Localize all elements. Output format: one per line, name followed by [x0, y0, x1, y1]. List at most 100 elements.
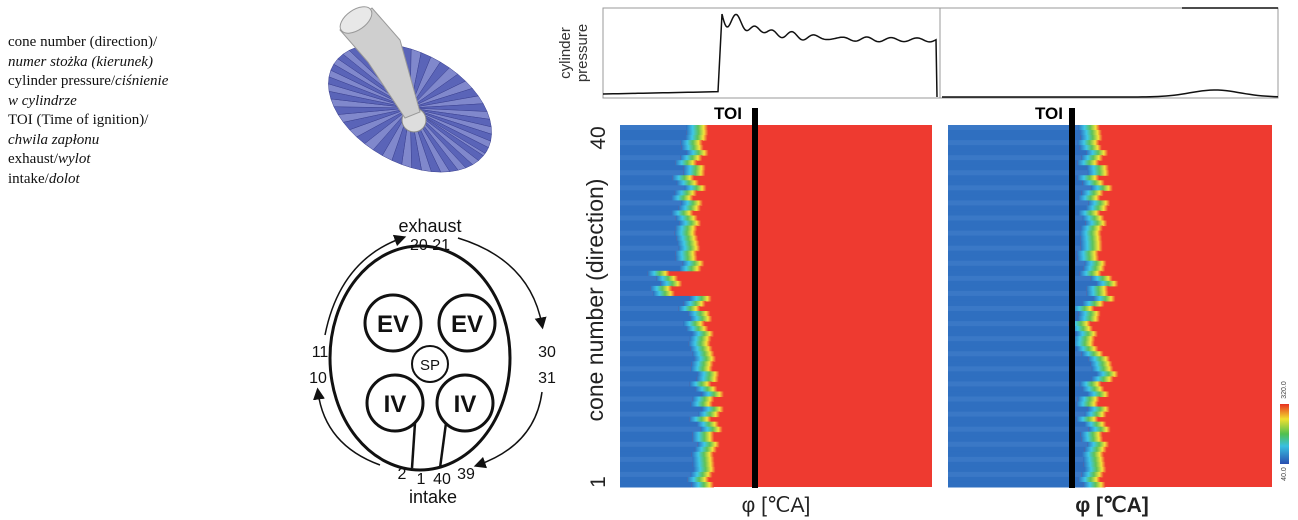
heatmap-row — [620, 301, 684, 307]
colorbar-label: 320.0 — [1281, 381, 1288, 399]
heatmap-edge — [1084, 467, 1106, 473]
heatmap-row — [620, 226, 675, 232]
heatmap-edge — [1083, 180, 1105, 186]
heatmap-row — [620, 251, 675, 257]
heatmap-row — [620, 195, 671, 201]
heatmap-row — [948, 200, 1088, 206]
heatmap-edge — [682, 261, 704, 267]
heatmap-row — [620, 371, 697, 377]
heatmap-edge — [1087, 391, 1109, 397]
heatmap-row — [620, 216, 676, 222]
heatmap-edge — [1073, 336, 1095, 342]
heatmap-row — [948, 386, 1082, 392]
toi-label: TOI — [714, 104, 742, 123]
valve-label: EV — [451, 311, 483, 338]
heatmap-row — [620, 361, 692, 367]
heatmap-row — [620, 271, 648, 277]
heatmap-row — [620, 467, 693, 473]
heatmap-edge — [1085, 221, 1107, 227]
heatmap-row — [948, 226, 1081, 232]
heatmap-row — [948, 432, 1081, 438]
heatmap-row — [948, 482, 1083, 488]
toi-label: TOI — [1035, 104, 1063, 123]
pressure-plot: cylinder pressure — [557, 8, 1278, 98]
heatmap-edge — [692, 482, 714, 488]
heatmap-edge — [1087, 442, 1109, 448]
heatmap-edge — [1081, 246, 1103, 252]
heatmap-row — [620, 165, 684, 171]
heatmap-edge — [1079, 311, 1101, 317]
heatmap — [948, 125, 1272, 488]
heatmap-row — [948, 175, 1077, 181]
heatmap-row — [620, 175, 672, 181]
heatmap-row — [620, 447, 695, 453]
heatmap-edge — [1078, 397, 1100, 403]
heatmap-edge — [702, 407, 724, 413]
heatmap-row — [620, 437, 692, 443]
heatmap-edge — [1076, 331, 1098, 337]
heatmap-row — [620, 261, 682, 267]
heatmap-edge — [1080, 381, 1102, 387]
heatmap-row — [948, 316, 1078, 322]
heatmap-row — [620, 432, 692, 438]
heatmap-row — [620, 346, 691, 352]
heatmap-edge — [676, 236, 698, 242]
axis-label: cone number (direction) — [582, 179, 608, 422]
heatmap-row — [620, 210, 672, 216]
heatmap-edge — [1084, 422, 1106, 428]
heatmap-row — [948, 341, 1073, 347]
toi-line — [752, 108, 758, 488]
heatmap-row — [620, 306, 678, 312]
heatmap-edge — [672, 175, 694, 181]
heatmap-edge — [689, 341, 711, 347]
heatmap-edge — [676, 256, 698, 262]
heatmap-row — [620, 442, 698, 448]
heatmap-row — [620, 150, 687, 156]
heatmap-edge — [679, 205, 701, 211]
heatmap-edge — [1082, 452, 1104, 458]
heatmap-row — [948, 427, 1089, 433]
heatmap-row — [948, 160, 1077, 166]
heatmap-row — [948, 467, 1084, 473]
heatmap-edge — [692, 437, 714, 443]
heatmap-row — [948, 135, 1081, 141]
heatmap-row — [620, 472, 691, 478]
tick-label: 40 — [587, 126, 610, 149]
heatmap-edge — [1081, 226, 1103, 232]
axis-label: φ [℃A] — [1075, 494, 1149, 517]
heatmap-edge — [1079, 231, 1101, 237]
heatmap-row — [948, 381, 1080, 387]
heatmap-row — [948, 180, 1083, 186]
axis-label: pressure — [574, 24, 591, 82]
heatmap-row — [620, 452, 692, 458]
heatmap-edge — [1078, 125, 1100, 131]
label: exhaust — [398, 216, 461, 236]
heatmap-row — [948, 150, 1086, 156]
heatmap-row — [620, 482, 692, 488]
heatmap-row — [620, 256, 676, 262]
heatmap-row — [948, 205, 1086, 211]
heatmap-edge — [648, 271, 670, 277]
heatmap-edge — [687, 477, 709, 483]
heatmap-row — [948, 336, 1073, 342]
heatmap-edge — [701, 427, 723, 433]
heatmap-row — [948, 125, 1078, 131]
heatmap-edge — [1091, 276, 1113, 282]
heatmap-edge — [1080, 130, 1102, 136]
heatmap-row — [948, 462, 1084, 468]
heatmap-row — [620, 140, 681, 146]
heatmap-edge — [1080, 271, 1102, 277]
heatmap-edge — [692, 331, 714, 337]
heatmap-row — [948, 326, 1071, 332]
heatmap-edge — [678, 306, 700, 312]
heatmap-edge — [1076, 417, 1098, 423]
valve-label: SP — [420, 357, 440, 374]
heatmap-row — [620, 457, 693, 463]
heatmap-row — [620, 241, 678, 247]
heatmap-edge — [697, 371, 719, 377]
heatmap-edge — [678, 241, 700, 247]
heatmap-edge — [660, 281, 682, 287]
heatmap-edge — [686, 125, 708, 131]
heatmap-edge — [1082, 472, 1104, 478]
heatmap-row — [948, 442, 1087, 448]
